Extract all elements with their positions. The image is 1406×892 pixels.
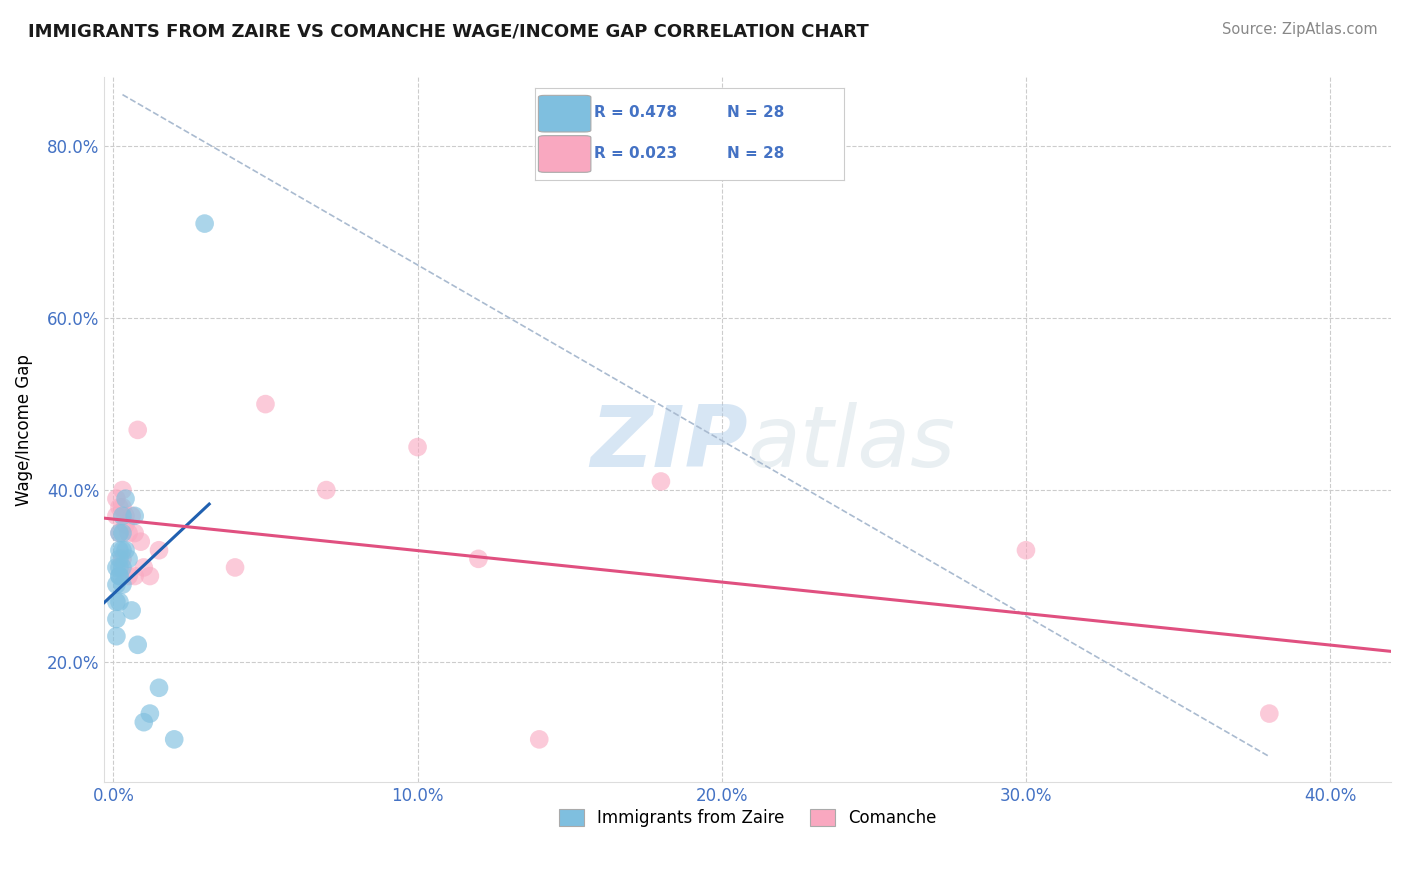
Point xyxy=(105,560,128,574)
Point xyxy=(224,560,246,574)
Point xyxy=(111,508,134,523)
Point xyxy=(111,526,134,541)
Point xyxy=(108,543,131,558)
Point xyxy=(117,526,139,541)
Point xyxy=(105,612,128,626)
Point xyxy=(108,560,131,574)
Point xyxy=(406,440,429,454)
Point xyxy=(139,569,162,583)
Point xyxy=(105,491,128,506)
Point xyxy=(467,552,489,566)
Point xyxy=(124,569,146,583)
Text: atlas: atlas xyxy=(748,402,956,485)
Point xyxy=(105,595,128,609)
Point xyxy=(111,577,134,591)
Point xyxy=(108,552,131,566)
Point xyxy=(117,569,139,583)
Point xyxy=(1015,543,1038,558)
Point xyxy=(163,732,186,747)
Point xyxy=(194,217,217,231)
Point xyxy=(124,508,146,523)
Point xyxy=(108,526,131,541)
Point xyxy=(108,595,131,609)
Point xyxy=(132,560,155,574)
Point xyxy=(108,569,131,583)
Point xyxy=(139,706,162,721)
Point xyxy=(148,681,170,695)
Point xyxy=(105,577,128,591)
Point xyxy=(114,508,136,523)
Point xyxy=(121,508,143,523)
Point xyxy=(132,715,155,730)
Text: IMMIGRANTS FROM ZAIRE VS COMANCHE WAGE/INCOME GAP CORRELATION CHART: IMMIGRANTS FROM ZAIRE VS COMANCHE WAGE/I… xyxy=(28,22,869,40)
Text: ZIP: ZIP xyxy=(591,402,748,485)
Point xyxy=(111,483,134,497)
Y-axis label: Wage/Income Gap: Wage/Income Gap xyxy=(15,354,32,506)
Point xyxy=(254,397,277,411)
Point xyxy=(111,552,134,566)
Point xyxy=(105,629,128,643)
Point xyxy=(111,560,134,574)
Point xyxy=(148,543,170,558)
Point xyxy=(127,638,149,652)
Point xyxy=(114,517,136,532)
Point xyxy=(108,500,131,515)
Legend: Immigrants from Zaire, Comanche: Immigrants from Zaire, Comanche xyxy=(553,803,943,834)
Point xyxy=(1258,706,1281,721)
Point xyxy=(111,500,134,515)
Point xyxy=(127,423,149,437)
Point xyxy=(111,543,134,558)
Point xyxy=(108,569,131,583)
Point xyxy=(529,732,551,747)
Text: Source: ZipAtlas.com: Source: ZipAtlas.com xyxy=(1222,22,1378,37)
Point xyxy=(105,508,128,523)
Point xyxy=(114,491,136,506)
Point xyxy=(121,603,143,617)
Point xyxy=(129,534,152,549)
Point xyxy=(114,543,136,558)
Point xyxy=(315,483,337,497)
Point xyxy=(124,526,146,541)
Point xyxy=(650,475,672,489)
Point xyxy=(108,526,131,541)
Point xyxy=(117,552,139,566)
